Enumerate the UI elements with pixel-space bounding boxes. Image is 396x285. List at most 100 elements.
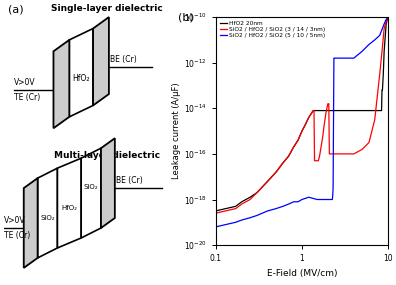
SiO2 / HfO2 / SiO2 (5 / 10 / 5nm) [384,18,388,21]
HfO2 20nm [360,109,365,112]
SiO2 / HfO2 / SiO2 (3 / 14 / 3nm) [296,139,301,142]
SiO2 / HfO2 / SiO2 (3 / 14 / 3nm) [372,118,377,121]
SiO2 / HfO2 / SiO2 (3 / 14 / 3nm) [386,15,390,19]
SiO2 / HfO2 / SiO2 (5 / 10 / 5nm) [334,56,339,60]
SiO2 / HfO2 / SiO2 (3 / 14 / 3nm) [303,123,308,126]
Legend: HfO2 20nm, SiO2 / HfO2 / SiO2 (3 / 14 / 3nm), SiO2 / HfO2 / SiO2 (5 / 10 / 5nm): HfO2 20nm, SiO2 / HfO2 / SiO2 (3 / 14 / … [219,20,326,39]
SiO2 / HfO2 / SiO2 (3 / 14 / 3nm) [341,152,345,156]
SiO2 / HfO2 / SiO2 (5 / 10 / 5nm) [332,56,337,60]
HfO2 20nm [311,109,316,112]
HfO2 20nm [341,109,345,112]
SiO2 / HfO2 / SiO2 (3 / 14 / 3nm) [312,159,317,162]
HfO2 20nm [223,207,228,210]
HfO2 20nm [255,191,259,194]
SiO2 / HfO2 / SiO2 (3 / 14 / 3nm) [233,207,238,210]
HfO2 20nm [384,22,388,26]
Polygon shape [24,178,38,268]
HfO2 20nm [382,50,386,53]
HfO2 20nm [291,145,296,149]
Text: TE (Cr): TE (Cr) [14,93,40,102]
HfO2 20nm [286,154,291,158]
SiO2 / HfO2 / SiO2 (3 / 14 / 3nm) [327,152,332,156]
SiO2 / HfO2 / SiO2 (5 / 10 / 5nm) [372,38,377,42]
Text: Multi-layer dielectric: Multi-layer dielectric [54,151,160,160]
SiO2 / HfO2 / SiO2 (5 / 10 / 5nm) [360,50,365,53]
SiO2 / HfO2 / SiO2 (3 / 14 / 3nm) [360,148,365,151]
HfO2 20nm [303,123,308,126]
Line: HfO2 20nm: HfO2 20nm [216,17,388,211]
Polygon shape [38,168,57,258]
SiO2 / HfO2 / SiO2 (3 / 14 / 3nm) [316,159,321,162]
HfO2 20nm [380,88,385,92]
HfO2 20nm [386,15,390,19]
HfO2 20nm [317,109,322,112]
Text: TE (Cr): TE (Cr) [4,231,30,240]
HfO2 20nm [274,170,278,174]
SiO2 / HfO2 / SiO2 (5 / 10 / 5nm) [291,200,296,203]
HfO2 20nm [322,109,326,112]
SiO2 / HfO2 / SiO2 (5 / 10 / 5nm) [377,34,382,37]
SiO2 / HfO2 / SiO2 (3 / 14 / 3nm) [367,141,371,144]
SiO2 / HfO2 / SiO2 (5 / 10 / 5nm) [213,225,218,229]
X-axis label: E-Field (MV/cm): E-Field (MV/cm) [267,269,337,278]
SiO2 / HfO2 / SiO2 (3 / 14 / 3nm) [280,161,285,165]
SiO2 / HfO2 / SiO2 (5 / 10 / 5nm) [326,198,330,201]
HfO2 20nm [300,129,305,133]
SiO2 / HfO2 / SiO2 (5 / 10 / 5nm) [367,43,371,46]
SiO2 / HfO2 / SiO2 (5 / 10 / 5nm) [255,214,259,217]
SiO2 / HfO2 / SiO2 (5 / 10 / 5nm) [330,198,335,201]
Text: V>0V: V>0V [4,216,26,225]
SiO2 / HfO2 / SiO2 (3 / 14 / 3nm) [309,111,314,115]
Polygon shape [81,148,101,238]
SiO2 / HfO2 / SiO2 (3 / 14 / 3nm) [255,191,259,194]
SiO2 / HfO2 / SiO2 (5 / 10 / 5nm) [307,196,311,199]
Polygon shape [53,40,69,128]
HfO2 20nm [213,209,218,213]
SiO2 / HfO2 / SiO2 (3 / 14 / 3nm) [286,154,291,158]
SiO2 / HfO2 / SiO2 (5 / 10 / 5nm) [322,198,326,201]
HfO2 20nm [314,109,318,112]
SiO2 / HfO2 / SiO2 (3 / 14 / 3nm) [223,209,228,213]
SiO2 / HfO2 / SiO2 (3 / 14 / 3nm) [315,159,320,162]
SiO2 / HfO2 / SiO2 (3 / 14 / 3nm) [307,116,311,119]
HfO2 20nm [233,205,238,208]
SiO2 / HfO2 / SiO2 (5 / 10 / 5nm) [330,193,335,197]
SiO2 / HfO2 / SiO2 (3 / 14 / 3nm) [320,141,324,144]
Text: (b): (b) [178,13,194,23]
SiO2 / HfO2 / SiO2 (3 / 14 / 3nm) [324,111,328,115]
Y-axis label: Leakage current (A/μF): Leakage current (A/μF) [172,83,181,180]
SiO2 / HfO2 / SiO2 (5 / 10 / 5nm) [331,56,336,60]
Text: Single-layer dielectric: Single-layer dielectric [51,4,163,13]
Text: (a): (a) [8,4,23,14]
SiO2 / HfO2 / SiO2 (5 / 10 / 5nm) [248,216,253,219]
SiO2 / HfO2 / SiO2 (3 / 14 / 3nm) [311,109,316,112]
SiO2 / HfO2 / SiO2 (3 / 14 / 3nm) [322,125,326,128]
SiO2 / HfO2 / SiO2 (5 / 10 / 5nm) [329,198,334,201]
SiO2 / HfO2 / SiO2 (5 / 10 / 5nm) [286,202,291,206]
HfO2 20nm [326,109,330,112]
SiO2 / HfO2 / SiO2 (5 / 10 / 5nm) [351,56,356,60]
SiO2 / HfO2 / SiO2 (3 / 14 / 3nm) [317,154,322,158]
SiO2 / HfO2 / SiO2 (5 / 10 / 5nm) [382,22,386,26]
SiO2 / HfO2 / SiO2 (5 / 10 / 5nm) [280,205,285,208]
SiO2 / HfO2 / SiO2 (5 / 10 / 5nm) [223,223,228,226]
SiO2 / HfO2 / SiO2 (3 / 14 / 3nm) [239,202,244,206]
SiO2 / HfO2 / SiO2 (3 / 14 / 3nm) [274,170,278,174]
SiO2 / HfO2 / SiO2 (3 / 14 / 3nm) [320,134,325,137]
SiO2 / HfO2 / SiO2 (3 / 14 / 3nm) [314,159,318,162]
SiO2 / HfO2 / SiO2 (3 / 14 / 3nm) [213,211,218,215]
HfO2 20nm [367,109,371,112]
Text: V>0V: V>0V [14,78,36,87]
HfO2 20nm [315,109,320,112]
SiO2 / HfO2 / SiO2 (3 / 14 / 3nm) [326,102,331,105]
Polygon shape [57,158,81,248]
SiO2 / HfO2 / SiO2 (3 / 14 / 3nm) [380,50,385,53]
SiO2 / HfO2 / SiO2 (3 / 14 / 3nm) [377,72,382,76]
Text: BE (Cr): BE (Cr) [110,55,137,64]
HfO2 20nm [372,109,377,112]
SiO2 / HfO2 / SiO2 (5 / 10 / 5nm) [327,198,332,201]
Text: HfO₂: HfO₂ [61,205,77,211]
SiO2 / HfO2 / SiO2 (5 / 10 / 5nm) [315,198,320,201]
HfO2 20nm [316,109,321,112]
HfO2 20nm [334,109,339,112]
